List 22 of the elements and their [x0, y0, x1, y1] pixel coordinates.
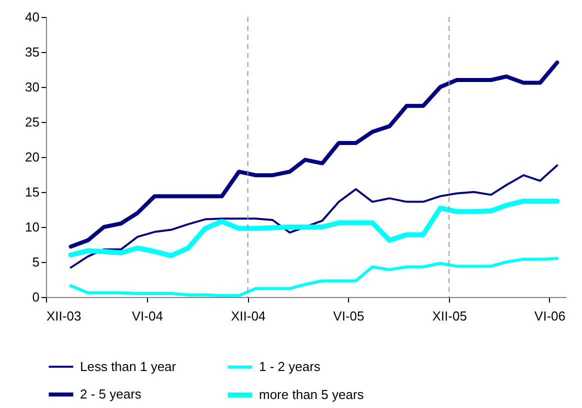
y-tick-label: 15 [25, 184, 40, 200]
y-tick-label: 40 [25, 10, 40, 24]
line-series [70, 164, 558, 269]
y-tick-label: 25 [25, 114, 40, 130]
x-tick-label: VI-04 [132, 308, 163, 324]
y-tick-label: 5 [32, 254, 40, 270]
x-tick-label: XII-05 [432, 308, 467, 324]
legend-label: Less than 1 year [80, 358, 177, 374]
line-series [69, 257, 559, 298]
y-tick-label: 20 [25, 150, 40, 164]
legend-label: more than 5 years [259, 387, 364, 402]
y-tick-label: 10 [25, 220, 40, 234]
x-tick-label: VI-06 [534, 308, 566, 324]
legend-label: 1 - 2 years [259, 359, 321, 374]
y-tick-label: 0 [32, 290, 40, 304]
line-series [68, 60, 560, 249]
y-tick-label: 35 [25, 44, 40, 60]
x-tick-label: VI-05 [333, 308, 364, 324]
y-tick-label: 30 [25, 80, 40, 94]
x-tick-label: XII-03 [46, 308, 82, 324]
legend-label: 2 - 5 years [80, 386, 142, 402]
x-tick-label: XII-04 [230, 308, 266, 324]
